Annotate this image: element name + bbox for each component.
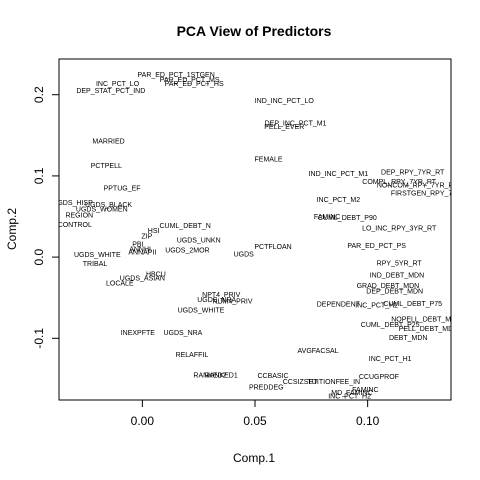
point-label: PREDDEG <box>249 385 284 392</box>
point-label: ZIP <box>141 233 152 240</box>
point-label: IND_DEBT_MDN <box>370 272 424 279</box>
point-label: MD_FAMINC <box>331 390 372 397</box>
point-label: LO_INC_RPY_3YR_RT <box>362 225 437 232</box>
point-label: NUM4_PRIV <box>212 298 252 305</box>
point-label: GRAD_DEBT_MDN <box>357 283 420 290</box>
point-label: DEP_INC_PCT_M1 <box>265 121 327 128</box>
point-label: UGDS_2MOR <box>165 247 209 254</box>
point-label: PELL_EVER <box>264 124 304 131</box>
point-label: NOPELL_DEBT_MDN <box>391 316 461 323</box>
point-label: CCUGPROF <box>359 374 399 381</box>
point-label: LOCALE <box>106 281 134 288</box>
y-tick-label: 0.1 <box>32 167 46 184</box>
point-label: PCTPELL <box>91 163 122 170</box>
point-label: PPTUG_EF <box>104 186 141 193</box>
point-label: DEP_STAT_PCT_IND <box>76 88 145 95</box>
point-label: ANNAPII <box>128 250 156 257</box>
point-label: FAMINC <box>314 214 340 221</box>
point-label: PAR_ED_PCT_MS <box>160 77 220 84</box>
point-label: PAR_ED_PCT_PS <box>347 243 406 250</box>
x-tick-label: 0.00 <box>131 414 155 428</box>
y-axis-label: Comp.2 <box>5 208 19 250</box>
point-label: TUITIONFEE_IN <box>308 379 361 386</box>
point-label: CUML_DEBT_P90 <box>318 215 377 222</box>
point-label: UGDS_NRA <box>163 330 202 337</box>
point-label: FIRSTGEN_RPY_7YR_RT <box>391 190 476 197</box>
point-label: FAMINC <box>352 387 378 394</box>
point-label: REGION <box>65 212 93 219</box>
point-label: INEXPFTE <box>121 330 156 337</box>
point-label: FEMALE <box>255 156 283 163</box>
point-label: RPY_5YR_RT <box>377 260 423 267</box>
point-label: AVGFACSAL <box>298 348 339 355</box>
point-label: CCBASIC <box>257 373 288 380</box>
x-tick-label: 0.10 <box>356 414 380 428</box>
point-label: RANKED2 <box>193 372 226 379</box>
point-label: IND_INC_PCT_M1 <box>309 171 369 178</box>
point-label: UGDS_BLACK <box>85 202 132 209</box>
point-label: IND_INC_PCT_LO <box>255 98 315 105</box>
point-label: INC_PCT_H1 <box>369 356 412 363</box>
point-label: UGDS_WOMEN <box>76 207 128 214</box>
y-tick-label: 0.0 <box>32 248 46 265</box>
point-label: NPT4_PRIV <box>202 292 240 299</box>
point-label: TRIBAL <box>83 261 108 268</box>
point-label: UGDS <box>234 251 255 258</box>
point-label: PAR_ED_PCT_HS <box>165 81 224 88</box>
point-label: HBCU <box>146 272 166 279</box>
point-label: DEP_DEBT_MDN <box>366 289 423 296</box>
point-label: CUML_DEBT_P75 <box>383 301 442 308</box>
point-label: CUML_DEBT_P25 <box>361 322 420 329</box>
point-label: COMPL_RPY_7YR_RT <box>362 179 437 186</box>
point-label: UGDS_NRA <box>197 297 236 304</box>
point-label: CCSIZSET <box>283 379 318 386</box>
x-tick-label: 0.05 <box>243 414 267 428</box>
point-label: INC_PCT_M2 <box>317 197 361 204</box>
point-label: PAR_ED_PCT_1STGEN <box>138 72 215 79</box>
x-axis-label: Comp.1 <box>233 451 275 465</box>
point-label: DEP_RPY_7YR_RT <box>381 169 445 176</box>
point-label: DEBT_MDN <box>389 335 428 342</box>
point-label: HSI <box>148 228 160 235</box>
point-label: NONCOM_RPY_7YR_RT <box>377 182 459 189</box>
point-label: PBI <box>132 242 143 249</box>
y-tick-label: 0.2 <box>32 86 46 103</box>
chart-title: PCA View of Predictors <box>177 23 332 39</box>
point-label: INC_PCT_LO <box>96 81 140 88</box>
point-label: MARRIED <box>92 139 124 146</box>
x-axis: 0.00 0.05 0.10 <box>131 400 380 428</box>
point-label: UGDS_ASIAN <box>120 276 165 283</box>
point-labels: PAR_ED_PCT_1STGENPAR_ED_PCT_MSPAR_ED_PCT… <box>52 72 476 400</box>
y-tick-label: -0.1 <box>32 328 46 349</box>
point-label: CUML_DEBT_N <box>159 223 210 230</box>
point-label: INC_PCT_H2 <box>355 303 398 310</box>
point-label: RELAFFIL <box>176 352 209 359</box>
point-label: PELL_DEBT_MDN <box>399 326 459 333</box>
point-label: DEPENDENT <box>317 302 361 309</box>
point-label: UGDS_WHITE <box>74 252 121 259</box>
point-label: CONTROL <box>58 222 92 229</box>
point-label: ANNHI <box>129 246 151 253</box>
y-axis: -0.1 0.0 0.1 0.2 <box>32 86 59 349</box>
point-label: INC_PCT_H2 <box>328 393 371 400</box>
point-label: UGDS_UNKN <box>177 238 221 245</box>
point-label: PCTFLOAN <box>254 244 291 251</box>
point-label: RANKED1 <box>205 372 238 379</box>
point-label: UGDS_WHITE <box>178 307 225 314</box>
point-label: UGDS_HISP <box>52 200 93 207</box>
